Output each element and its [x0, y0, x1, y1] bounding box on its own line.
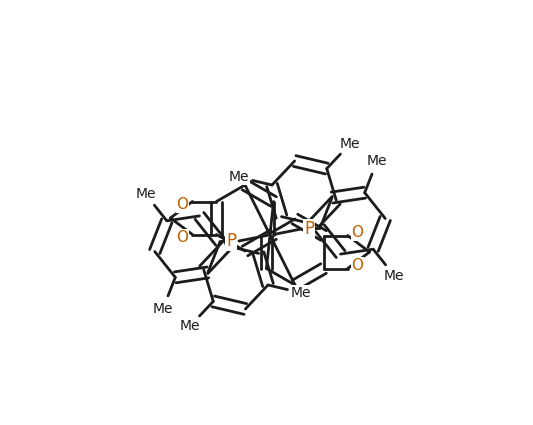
Text: O: O: [352, 225, 364, 240]
Text: Me: Me: [152, 302, 173, 316]
Text: Me: Me: [180, 319, 200, 333]
Text: Me: Me: [135, 187, 156, 201]
Text: P: P: [304, 220, 314, 238]
Text: P: P: [226, 232, 236, 250]
Text: Me: Me: [229, 170, 249, 184]
Text: Me: Me: [291, 286, 311, 300]
Text: O: O: [176, 230, 189, 245]
Text: Me: Me: [384, 269, 405, 283]
Text: O: O: [352, 258, 364, 273]
Text: Me: Me: [367, 154, 387, 168]
Text: O: O: [176, 197, 189, 212]
Text: Me: Me: [340, 137, 360, 151]
